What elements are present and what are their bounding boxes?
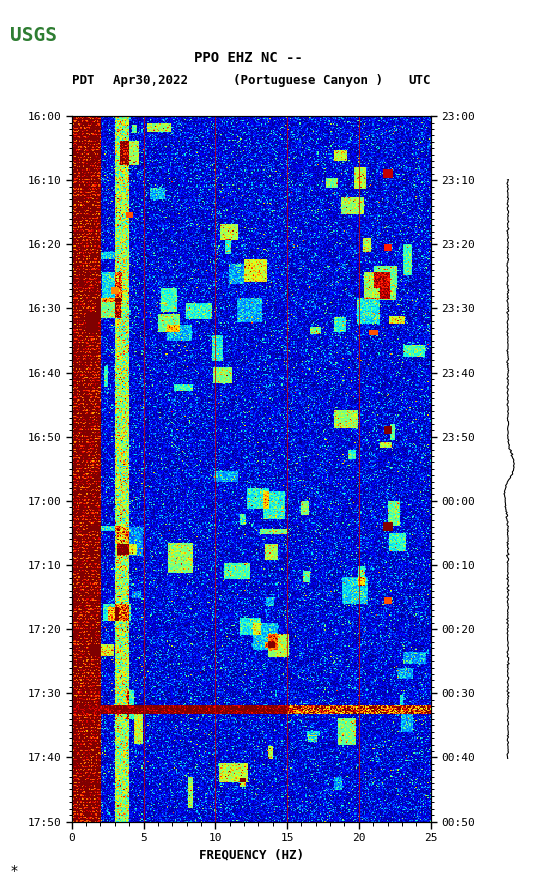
X-axis label: FREQUENCY (HZ): FREQUENCY (HZ) (199, 849, 304, 862)
Text: *: * (11, 864, 18, 878)
Text: PPO EHZ NC --: PPO EHZ NC -- (194, 51, 303, 65)
Text: PDT: PDT (72, 74, 94, 87)
Text: USGS: USGS (9, 26, 57, 46)
Text: UTC: UTC (408, 74, 431, 87)
Text: Apr30,2022      (Portuguese Canyon ): Apr30,2022 (Portuguese Canyon ) (113, 74, 384, 87)
